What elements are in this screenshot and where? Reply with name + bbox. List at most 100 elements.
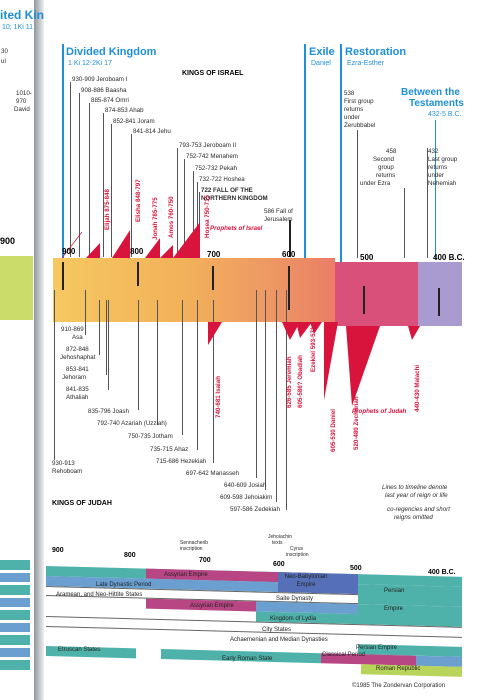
judah-king: 841-835: [66, 386, 89, 393]
event-last-group: returns: [428, 164, 448, 171]
prophet-ezekiel: Ezekiel 593-571: [310, 326, 317, 372]
prophet-malachi: 440-430 Malachi: [414, 364, 421, 412]
event-first-group: First group: [344, 98, 374, 105]
left-fragment: 30: [1, 48, 8, 55]
event-first-group: Zerubbabel: [344, 122, 376, 129]
divided-kingdom-ref: 1 Ki 12-2Ki 17: [68, 60, 112, 67]
event-first-line: [357, 130, 358, 258]
note-text: Lines to timeline denote: [382, 484, 448, 491]
timeline-band-between: [418, 262, 462, 326]
left-fragment: ul: [1, 58, 6, 65]
band-label-saite-dynasty: Saite Dynasty: [276, 596, 314, 602]
judah-king: 792-740 Azariah (Uzziah): [97, 420, 167, 427]
israel-king: 752-742 Menahem: [186, 153, 238, 160]
event-last-group: Last group: [428, 156, 458, 163]
fall-northern-kingdom: 722 FALL OF THE: [201, 187, 253, 194]
scale-label: 400 B.C.: [433, 253, 465, 262]
judah-king: Jehoshaphat: [60, 354, 96, 361]
judah-first-king: 930-913: [52, 460, 75, 467]
band-label-classical-period: Classical Period: [322, 652, 366, 658]
band-label-persian: Persian: [384, 588, 405, 594]
israel-king: 732-722 Hoshea: [199, 176, 245, 183]
band-label-empire: Empire: [384, 606, 404, 612]
world-scale-label: 500: [350, 565, 362, 572]
fall-of-jerusalem: Jerusalem: [264, 216, 293, 223]
event-first-group: under: [344, 114, 360, 121]
judah-king: 835-796 Joash: [88, 408, 129, 415]
timeline-band-restoration: [335, 262, 418, 326]
event-last-group: Nehemiah: [428, 180, 457, 187]
kings-of-judah-title: KINGS OF JUDAH: [52, 500, 112, 507]
judah-king: Jehoram: [62, 374, 87, 381]
divided-kingdom-title: Divided Kingdom: [66, 46, 157, 58]
judah-first-king: Rehoboam: [52, 468, 83, 475]
israel-king: 841-814 Jehu: [133, 128, 171, 135]
event-second-group: returns: [376, 172, 396, 179]
band-label-etruscan: Etruscan States: [58, 647, 101, 653]
prophets-of-judah-label: Prophets of Judah: [352, 408, 407, 415]
note-text: reigns omitted: [394, 514, 433, 521]
left-scale-label: 900: [0, 236, 16, 246]
event-second-group: 458: [386, 148, 397, 155]
israel-king: 852-841 Joram: [113, 118, 155, 125]
note-text: co-regencies and short: [387, 506, 450, 513]
scale-label: 900: [62, 247, 76, 256]
prophet-zechariah: 520-480 Zechariah: [353, 396, 360, 450]
event-second-group: under Ezra: [360, 180, 391, 187]
copyright: ©1985 The Zondervan Corporation: [352, 683, 446, 689]
exile-ref: Daniel: [311, 60, 331, 67]
band-label-neo-babylonian: Neo-Babylonian Empire: [284, 574, 328, 588]
judah-king: 910-869: [61, 326, 84, 333]
judah-king: 597-586 Zedekiah: [230, 506, 280, 513]
prophet-daniel: 605-530 Daniel: [330, 409, 337, 452]
divided-kingdom-line: [62, 44, 64, 260]
israel-king: 930-909 Jeroboam I: [72, 76, 128, 83]
band-label-assyrian-empire: Assyrian Empire: [164, 572, 208, 578]
inscription-label: inscription: [180, 546, 203, 552]
band-label-kingdom-of-lydia: Kingdom of Lydia: [270, 616, 317, 622]
left-green-band: [0, 256, 33, 320]
judah-king: 697-642 Manasseh: [186, 470, 239, 477]
band-label-late-dynastic: Late Dynastic Period: [96, 582, 152, 588]
left-fragment: 1010-: [16, 90, 32, 97]
restoration-title: Restoration: [345, 46, 407, 58]
band-label-early-roman: Early Roman State: [222, 656, 273, 662]
fall-of-jerusalem: 586 Fall of: [264, 208, 293, 215]
between-testaments-title-2: Testaments: [409, 98, 464, 109]
event-second-line: [404, 188, 405, 258]
band-label-achaemenian: Achaemenian and Median Dynasties: [230, 637, 328, 643]
exile-line: [304, 44, 306, 262]
inscription-label: inscription: [286, 552, 309, 558]
band-label-city-states: City States: [262, 627, 292, 633]
event-last-group: 432: [428, 148, 439, 155]
between-testaments-ref: 432-5 B.C.: [428, 111, 462, 118]
exile-title: Exile: [309, 46, 335, 58]
scale-label: 800: [130, 247, 144, 256]
inscription-label: Sennacherib: [180, 540, 209, 546]
judah-king: Athaliah: [66, 394, 89, 401]
event-last-group: under: [428, 172, 444, 179]
inscription-label: Cyrus: [290, 546, 304, 552]
israel-king: 874-853 Ahab: [105, 107, 144, 114]
scale-label: 700: [207, 250, 221, 259]
judah-king: 750-735 Jotham: [128, 433, 173, 440]
left-page-title: ited Kings: [0, 8, 59, 22]
world-scale-label: 600: [273, 561, 285, 568]
world-scale-label: 900: [52, 547, 64, 554]
israel-king: 885-874 Omri: [91, 97, 129, 104]
left-fragment: 970: [16, 98, 27, 105]
israel-king: 908-886 Baasha: [81, 87, 127, 94]
inscription-label: Jehoiachin: [268, 534, 292, 540]
event-first-group: 538: [344, 90, 355, 97]
israel-king: 752-732 Pekah: [195, 165, 237, 172]
event-second-group: Second: [373, 156, 394, 163]
between-testaments-line: [435, 120, 436, 260]
between-testaments-title-1: Between the: [401, 87, 460, 98]
band-label-aramean: Aramean, and Neo-Hittite States: [56, 592, 143, 598]
event-last-line: [427, 148, 428, 258]
kings-of-israel-title: KINGS OF ISRAEL: [182, 70, 244, 77]
left-page-ref: 10; 1Ki 11: [2, 24, 34, 31]
